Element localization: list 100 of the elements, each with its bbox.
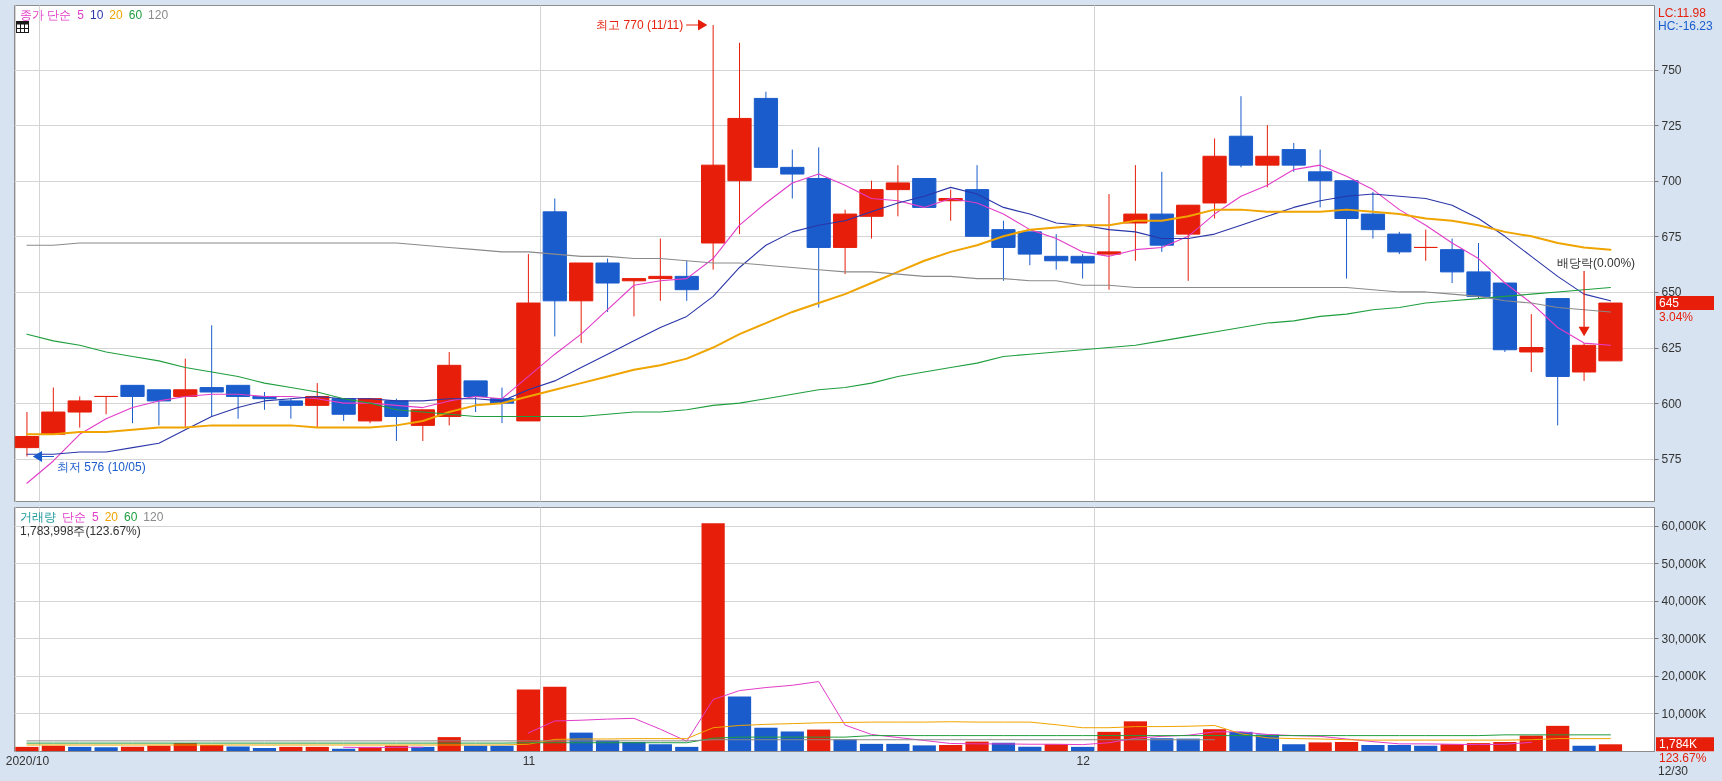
bar (1071, 746, 1095, 751)
text: 3.04% (1659, 310, 1694, 325)
bar (15, 746, 39, 751)
candlestick (94, 395, 119, 415)
annotation: 1,783,998주(123.67%) (20, 524, 141, 538)
candlestick (173, 358, 198, 429)
text: 20 (104, 510, 119, 524)
bar (1414, 745, 1438, 751)
chart-title: 거래량 (20, 510, 56, 524)
y-tick-label: 750 (1661, 63, 1682, 77)
y-tick-label: 30,000K (1661, 631, 1707, 646)
candlestick (14, 411, 40, 458)
bar (1308, 742, 1332, 751)
candlestick (1017, 231, 1042, 266)
bar (648, 744, 672, 751)
bar (1334, 741, 1359, 751)
candlestick (1519, 313, 1544, 373)
text: LC:11.98 (1658, 6, 1707, 20)
bar (516, 689, 540, 751)
candlestick (1413, 229, 1438, 262)
candlestick (146, 389, 172, 426)
bar (1282, 744, 1306, 751)
text: 120 (143, 510, 164, 524)
annotation: 최저 576 (10/05) (56, 459, 146, 474)
text: 120 (148, 8, 169, 22)
candlestick (1070, 253, 1095, 280)
candlestick (1281, 142, 1306, 173)
candlestick (1308, 149, 1333, 208)
text: 123.67% (1659, 751, 1707, 766)
bar (279, 746, 303, 751)
candlestick (1096, 193, 1122, 291)
bar (463, 745, 488, 751)
bar (701, 523, 725, 751)
y-tick-label: 60,000K (1661, 519, 1707, 534)
bar (41, 745, 65, 751)
bar (833, 739, 857, 751)
legend-title: 단순 (62, 510, 86, 524)
candlestick (463, 380, 488, 413)
candlestick (278, 398, 303, 420)
y-tick-label: 575 (1661, 452, 1682, 467)
bar (147, 745, 171, 751)
bar (252, 748, 277, 751)
bar (120, 746, 145, 751)
bar (912, 745, 936, 751)
bar (1387, 744, 1411, 751)
text: 60 (124, 510, 138, 524)
bar (939, 744, 963, 751)
candlestick (885, 164, 910, 217)
text: 5 (92, 510, 99, 524)
x-tick-label: 12 (1076, 753, 1091, 768)
y-tick-label: 50,000K (1661, 556, 1707, 571)
bar (543, 686, 567, 751)
bar (305, 746, 329, 751)
bar (622, 741, 646, 751)
candlestick (1360, 191, 1386, 240)
candlestick (780, 149, 805, 200)
y-tick-label: 40,000K (1661, 594, 1707, 609)
bar (68, 746, 92, 751)
bar (94, 747, 118, 751)
text: HC:-16.23 (1658, 19, 1714, 33)
text: 20 (109, 8, 124, 22)
x-tick-label: 2020/10 (5, 753, 50, 768)
candlestick (1387, 231, 1412, 255)
candlestick (120, 384, 145, 424)
y-tick-label: 600 (1661, 396, 1682, 411)
annotation: 최고 770 (11/11) (596, 18, 684, 33)
bar (859, 743, 884, 751)
bar (226, 746, 250, 751)
text: 12/30 (1658, 764, 1689, 778)
text: 1,784K (1659, 737, 1698, 752)
bar (727, 696, 752, 751)
y-tick-label: 675 (1661, 229, 1682, 244)
bar (490, 745, 514, 751)
bar (1598, 744, 1623, 751)
bar (675, 746, 699, 751)
candlestick (674, 260, 699, 302)
y-tick-label: 20,000K (1661, 669, 1707, 684)
bar (1018, 746, 1042, 751)
candlestick (648, 238, 673, 302)
text: 5 (77, 8, 85, 22)
text: 60 (128, 8, 143, 22)
candlestick (1440, 238, 1465, 284)
text: 645 (1659, 296, 1680, 311)
candlestick (595, 258, 620, 313)
bar (1572, 745, 1596, 751)
bar (1150, 738, 1174, 751)
text: 10 (90, 8, 104, 22)
candlestick (1044, 233, 1069, 271)
y-tick-label: 725 (1661, 118, 1682, 133)
candlestick (1255, 124, 1280, 188)
y-tick-label: 10,000K (1661, 706, 1707, 721)
line-series (26, 286, 1612, 418)
bar (886, 743, 910, 751)
x-tick-label: 11 (522, 753, 536, 768)
y-tick-label: 625 (1661, 341, 1682, 356)
y-tick-label: 700 (1661, 174, 1682, 189)
line-series (26, 721, 1611, 746)
line-series (26, 734, 1611, 744)
candlestick (621, 278, 647, 317)
annotation: 배당락(0.00%) (1557, 256, 1636, 271)
